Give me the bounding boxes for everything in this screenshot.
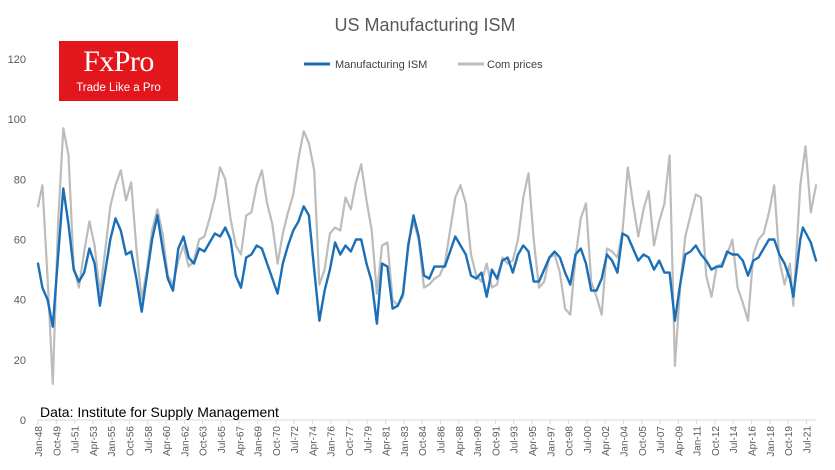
x-tick-label: Oct-98 — [565, 426, 576, 456]
x-tick-label: Jul-51 — [71, 426, 82, 454]
x-tick-label: Jan-69 — [254, 426, 265, 457]
x-tick-label: Jul-72 — [290, 426, 301, 454]
x-tick-label: Jan-76 — [327, 426, 338, 457]
x-tick-label: Apr-88 — [455, 426, 466, 456]
x-tick-label: Jul-07 — [656, 426, 667, 454]
x-tick-label: Jan-55 — [107, 426, 118, 457]
series-line-manufacturing-ism — [36, 187, 818, 328]
x-tick-label: Jul-79 — [363, 426, 374, 454]
x-axis-ticks: Jan-48 Oct-49 Jul-51 Apr-53 Jan-55 Oct-56 Jul-… — [34, 420, 813, 457]
x-tick-label: Apr-60 — [162, 426, 173, 456]
x-tick-label: Oct-91 — [491, 426, 502, 456]
x-tick-label: Jan-97 — [546, 426, 557, 457]
y-tick-label: 0 — [20, 415, 26, 427]
x-tick-label: Jul-86 — [437, 426, 448, 454]
x-tick-label: Apr-95 — [528, 426, 539, 456]
x-tick-label: Apr-02 — [601, 426, 612, 456]
x-tick-label: Jul-65 — [217, 426, 228, 454]
x-tick-label: Jul-93 — [510, 426, 521, 454]
x-tick-label: Jan-90 — [473, 426, 484, 457]
x-tick-label: Apr-81 — [382, 426, 393, 456]
y-tick-label: 20 — [14, 355, 26, 367]
x-tick-label: Apr-53 — [89, 426, 100, 456]
x-tick-label: Jul-21 — [802, 426, 813, 454]
legend: Manufacturing ISM Com prices — [304, 59, 543, 71]
legend-label-ism: Manufacturing ISM — [335, 59, 427, 71]
logo-wordmark: FxPro — [83, 45, 154, 78]
x-tick-label: Apr-67 — [235, 426, 246, 456]
y-axis-ticks: 0 20 40 60 80 100 120 — [8, 54, 26, 427]
x-tick-label: Oct-84 — [418, 426, 429, 456]
x-tick-label: Jul-58 — [144, 426, 155, 454]
x-tick-label: Apr-16 — [748, 426, 759, 456]
x-tick-label: Jan-11 — [693, 426, 704, 456]
x-tick-label: Oct-49 — [52, 426, 63, 456]
x-tick-label: Oct-05 — [638, 426, 649, 456]
source-note: Data: Institute for Supply Management — [40, 404, 279, 420]
x-tick-label: Jul-14 — [729, 426, 740, 454]
x-tick-label: Jul-00 — [583, 426, 594, 454]
x-tick-label: Oct-19 — [784, 426, 795, 456]
chart-title: US Manufacturing ISM — [334, 15, 515, 35]
x-tick-label: Oct-77 — [345, 426, 356, 456]
x-tick-label: Apr-09 — [674, 426, 685, 456]
x-tick-label: Jan-83 — [400, 426, 411, 457]
x-tick-label: Oct-56 — [125, 426, 136, 456]
x-tick-label: Jan-48 — [34, 426, 45, 457]
series-layer — [36, 127, 818, 385]
x-tick-label: Oct-70 — [272, 426, 283, 456]
y-tick-label: 100 — [8, 114, 26, 126]
y-tick-label: 120 — [8, 54, 26, 66]
x-tick-label: Apr-74 — [308, 426, 319, 456]
series-line-com-prices — [36, 127, 818, 385]
x-tick-label: Jan-62 — [180, 426, 191, 457]
y-tick-label: 80 — [14, 174, 26, 186]
y-tick-label: 40 — [14, 295, 26, 307]
fxpro-logo: FxPro Trade Like a Pro — [59, 41, 178, 101]
y-tick-label: 60 — [14, 235, 26, 247]
logo-tagline: Trade Like a Pro — [76, 82, 161, 94]
legend-label-prices: Com prices — [487, 59, 543, 71]
x-tick-label: Jan-18 — [766, 426, 777, 457]
x-tick-label: Oct-12 — [711, 426, 722, 456]
x-tick-label: Jan-04 — [619, 426, 630, 457]
x-tick-label: Oct-63 — [199, 426, 210, 456]
